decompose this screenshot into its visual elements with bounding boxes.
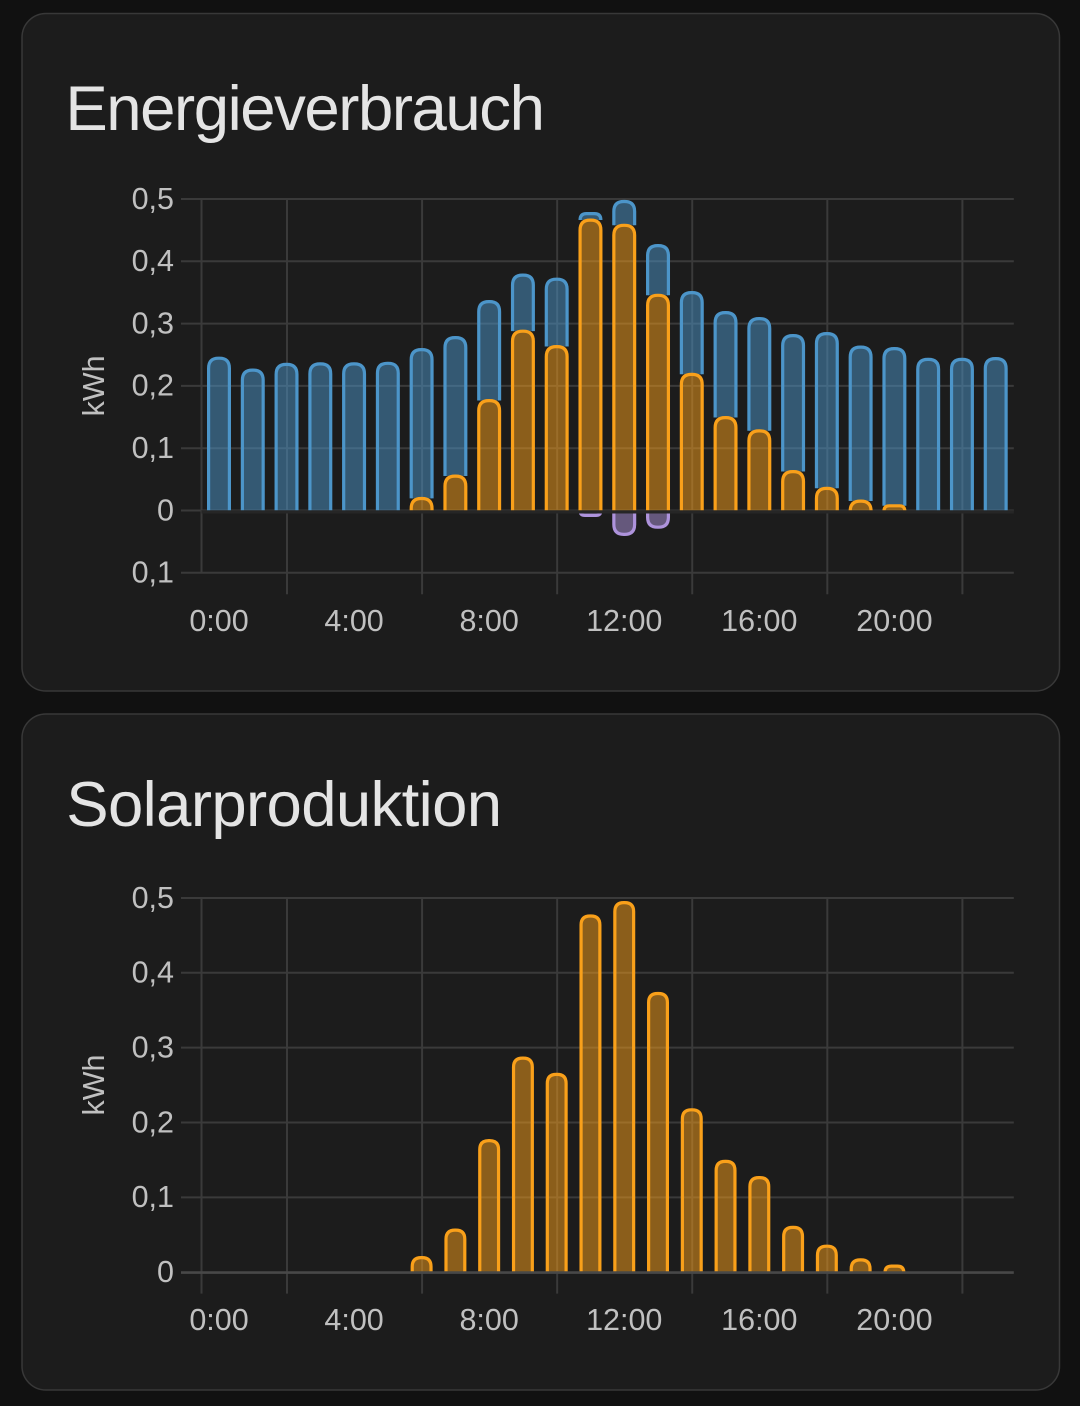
svg-text:0,1: 0,1 — [132, 556, 174, 590]
svg-text:12:00: 12:00 — [586, 1303, 662, 1337]
svg-text:20:00: 20:00 — [856, 604, 932, 638]
svg-text:Solarproduktion: Solarproduktion — [66, 770, 501, 840]
svg-text:0,1: 0,1 — [132, 431, 174, 465]
svg-text:0,4: 0,4 — [132, 244, 174, 278]
svg-text:0: 0 — [157, 493, 174, 527]
svg-text:20:00: 20:00 — [856, 1303, 932, 1337]
svg-text:16:00: 16:00 — [721, 604, 797, 638]
svg-text:kWh: kWh — [77, 1055, 111, 1116]
svg-text:0,2: 0,2 — [132, 1105, 174, 1139]
svg-text:0,1: 0,1 — [132, 1180, 174, 1214]
svg-text:0,2: 0,2 — [132, 369, 174, 403]
svg-text:0:00: 0:00 — [189, 1303, 248, 1337]
svg-text:0,3: 0,3 — [132, 1030, 174, 1064]
svg-text:4:00: 4:00 — [324, 1303, 383, 1337]
svg-text:8:00: 8:00 — [459, 604, 518, 638]
svg-text:8:00: 8:00 — [459, 1303, 518, 1337]
svg-text:0,5: 0,5 — [132, 182, 174, 216]
svg-text:0,5: 0,5 — [132, 881, 174, 915]
svg-text:4:00: 4:00 — [324, 604, 383, 638]
svg-text:kWh: kWh — [77, 355, 111, 416]
svg-text:0: 0 — [157, 1255, 174, 1289]
svg-text:16:00: 16:00 — [721, 1303, 797, 1337]
svg-text:0:00: 0:00 — [189, 604, 248, 638]
svg-text:0,3: 0,3 — [132, 306, 174, 340]
svg-text:0,4: 0,4 — [132, 956, 174, 990]
svg-text:Energieverbrauch: Energieverbrauch — [65, 74, 543, 144]
svg-text:12:00: 12:00 — [586, 604, 662, 638]
